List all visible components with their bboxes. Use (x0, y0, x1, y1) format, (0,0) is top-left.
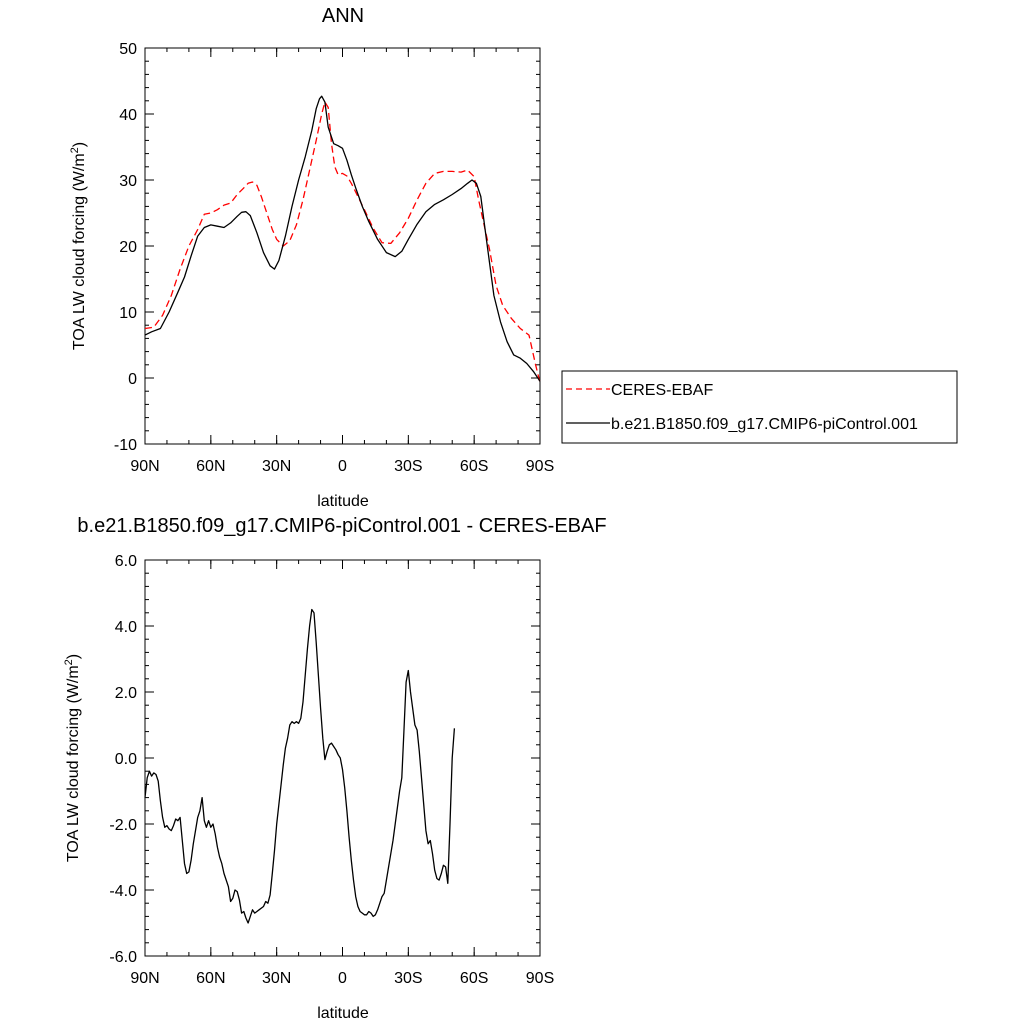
legend: CERES-EBAF b.e21.B1850.f09_g17.CMIP6-piC… (561, 370, 958, 444)
bottom-plot-frame (144, 559, 541, 957)
bottom-x-tick-label: 90N (130, 970, 159, 987)
bottom-y-tick-label: 2.0 (115, 685, 137, 702)
top-chart-ylabel-close: ) (71, 142, 88, 147)
top-chart-panel: ANN latitude TOA LW cloud forcing (W/m2)… (69, 5, 554, 510)
bottom-y-tick-label: 6.0 (115, 553, 137, 570)
bottom-chart-xlabel: latitude (317, 1005, 369, 1022)
bottom-chart-ylabel-sup: 2 (63, 659, 75, 665)
top-x-tick-label: 90N (130, 458, 159, 475)
top-chart-ylabel-main: TOA LW cloud forcing (W/m (71, 153, 88, 350)
top-y-tick-label: 50 (119, 41, 137, 58)
top-series-line-0 (144, 101, 541, 383)
bottom-y-tick-label: -2.0 (109, 817, 137, 834)
bottom-x-tick-label: 30N (262, 970, 291, 987)
top-y-tick-label: 30 (119, 173, 137, 190)
top-y-tick-label: 40 (119, 107, 137, 124)
top-y-tick-label: 20 (119, 239, 137, 256)
bottom-chart-panel: b.e21.B1850.f09_g17.CMIP6-piControl.001 … (63, 515, 607, 1022)
legend-box (561, 370, 958, 444)
bottom-x-tick-label: 90S (526, 970, 554, 987)
top-chart-ylabel: TOA LW cloud forcing (W/m2) (69, 142, 88, 350)
bottom-x-tick-label: 0 (338, 970, 347, 987)
bottom-x-tick-label: 30S (394, 970, 422, 987)
legend-label-model: b.e21.B1850.f09_g17.CMIP6-piControl.001 (611, 416, 918, 433)
top-y-tick-label: -10 (114, 437, 137, 454)
top-plot-frame (144, 47, 541, 445)
top-series-line-1 (144, 95, 541, 382)
top-x-tick-label: 30N (262, 458, 291, 475)
top-chart-xlabel: latitude (317, 493, 369, 510)
top-x-tick-label: 90S (526, 458, 554, 475)
bottom-series-line-0 (144, 608, 456, 924)
top-chart-ylabel-sup: 2 (69, 147, 81, 153)
bottom-y-tick-label: 4.0 (115, 619, 137, 636)
bottom-y-tick-label: -6.0 (109, 949, 137, 966)
legend-label-ceres: CERES-EBAF (611, 382, 713, 399)
bottom-chart-ylabel: TOA LW cloud forcing (W/m2) (63, 654, 82, 862)
bottom-y-tick-label: 0.0 (115, 751, 137, 768)
top-y-tick-label: 0 (128, 371, 137, 388)
bottom-y-tick-label: -4.0 (109, 883, 137, 900)
top-x-tick-label: 0 (338, 458, 347, 475)
bottom-x-tick-label: 60S (460, 970, 488, 987)
bottom-chart-ylabel-close: ) (65, 654, 82, 659)
top-y-tick-label: 10 (119, 305, 137, 322)
top-x-tick-label: 60S (460, 458, 488, 475)
top-chart-title: ANN (322, 5, 364, 27)
bottom-chart-title: b.e21.B1850.f09_g17.CMIP6-piControl.001 … (77, 515, 606, 537)
top-x-tick-label: 30S (394, 458, 422, 475)
bottom-chart-ylabel-main: TOA LW cloud forcing (W/m (65, 665, 82, 862)
top-x-tick-label: 60N (196, 458, 225, 475)
bottom-x-tick-label: 60N (196, 970, 225, 987)
